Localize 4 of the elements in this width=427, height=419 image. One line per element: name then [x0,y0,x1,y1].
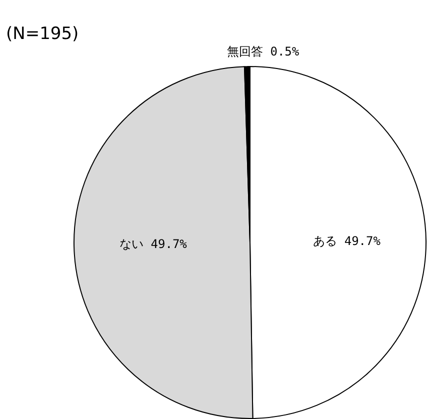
slice-label: ある 49.7% [313,234,382,248]
slice-label: ない 49.7% [120,236,188,251]
chart-title: (N=195) [6,24,79,44]
slice-label: 無回答 0.5% [227,44,300,59]
